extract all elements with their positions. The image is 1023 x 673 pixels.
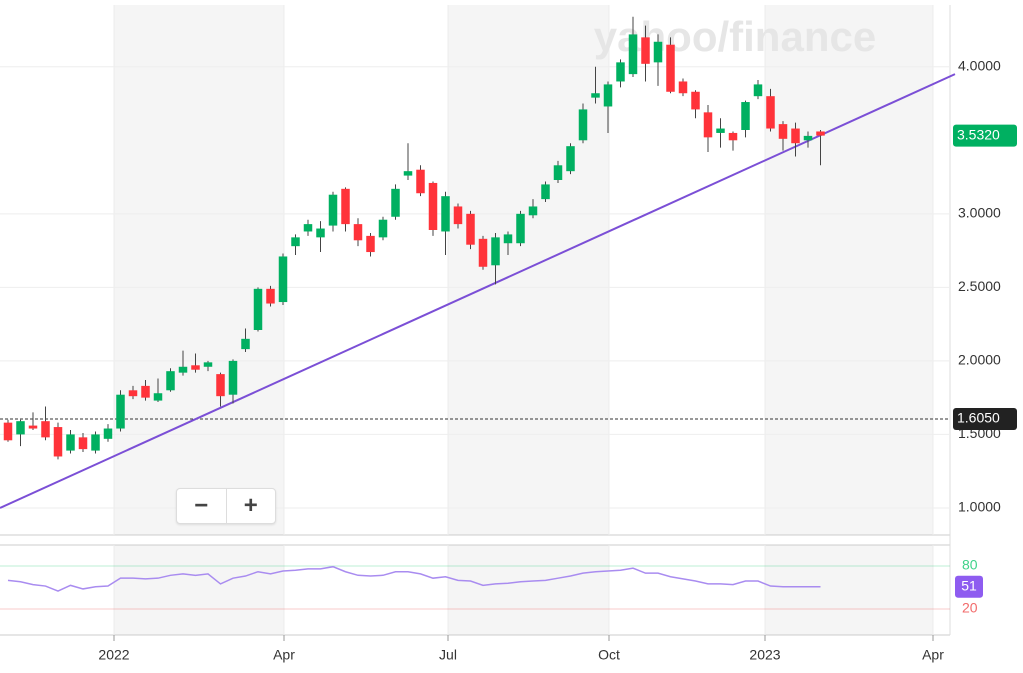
candle-body (78, 437, 88, 450)
candle-body (416, 169, 425, 194)
candle-body (141, 385, 150, 398)
candle-body (328, 194, 338, 226)
rsi-tick-label: 20 (962, 600, 978, 616)
zoom-in-button[interactable]: + (225, 489, 276, 523)
candle-body (178, 366, 188, 373)
candle-body (453, 206, 463, 225)
candle-body (528, 206, 538, 216)
candle-body (653, 41, 663, 63)
candle-body (728, 132, 738, 141)
y-tick-label: 2.0000 (958, 352, 1001, 368)
watermark: yahoo/finance (594, 13, 876, 60)
candle-body (241, 338, 250, 350)
candle-body (41, 421, 50, 438)
candle-body (553, 165, 563, 180)
candle-body (403, 171, 413, 176)
candle-body (3, 422, 13, 441)
candle-body (478, 238, 488, 267)
rsi-line (7, 565, 821, 592)
candle-body (316, 228, 325, 238)
candle-body (203, 362, 213, 367)
candle-body (803, 135, 813, 141)
zoom-controls: − + (176, 488, 276, 524)
y-tick-label: 3.0000 (958, 205, 1001, 221)
background (0, 5, 951, 636)
candle-body (691, 91, 700, 110)
y-tick-label: 1.0000 (958, 499, 1001, 515)
candle-body (28, 425, 38, 429)
reference-price-badge (953, 407, 1017, 430)
candle-body (816, 131, 825, 136)
candle-body (628, 34, 638, 75)
candle-body (678, 81, 688, 94)
candle-body (253, 288, 263, 330)
candle-body (103, 428, 113, 439)
candle-body (591, 93, 600, 98)
candle-body (341, 188, 350, 225)
candle-body (491, 237, 500, 266)
candle-body (216, 374, 225, 397)
current-price-badge (953, 124, 1017, 147)
reference-price-label: 1.6050 (957, 410, 1000, 426)
candle-body (616, 62, 625, 82)
y-tick-label: 4.0000 (958, 57, 1001, 73)
candle-body (791, 128, 800, 144)
candle-body (391, 188, 400, 217)
x-tick-label: Oct (598, 647, 620, 663)
x-tick-label: 2023 (749, 647, 780, 663)
candle-body (753, 84, 763, 97)
candle-body (266, 288, 275, 304)
candle-body (128, 390, 138, 397)
candle-body (153, 393, 163, 401)
candle-body (666, 44, 675, 92)
period-band (448, 5, 609, 535)
x-tick-label: Apr (922, 647, 944, 663)
period-band (114, 545, 284, 635)
candle-body (53, 427, 63, 457)
candle-body (303, 224, 313, 232)
y-tick-label: 2.5000 (958, 278, 1001, 294)
x-tick-label: Jul (439, 647, 457, 663)
rsi-value-label: 51 (961, 577, 977, 593)
x-tick-label: 2022 (98, 647, 129, 663)
candle-body (378, 219, 388, 238)
period-band (765, 545, 933, 635)
candle-body (766, 96, 775, 129)
candle-body (466, 213, 475, 245)
x-tick-label: Apr (273, 647, 295, 663)
candle-body (516, 213, 525, 244)
candle-body (353, 224, 363, 241)
candle-body (228, 360, 238, 395)
period-band (114, 5, 284, 535)
candle-body (503, 234, 513, 244)
candle-body (541, 184, 550, 200)
candle-body (578, 109, 588, 141)
candle-body (428, 182, 438, 230)
candle-body (366, 235, 375, 253)
candle-body (16, 421, 25, 435)
period-band (448, 545, 609, 635)
rsi-badge (955, 575, 983, 598)
candle-body (66, 434, 75, 451)
period-band (765, 5, 933, 535)
candle-body (778, 124, 788, 139)
candle-body (641, 37, 650, 64)
current-price-label: 3.5320 (957, 126, 1000, 142)
candle-body (291, 237, 300, 247)
zoom-out-button[interactable]: − (194, 492, 209, 519)
candle-body (566, 146, 575, 172)
candle-body (116, 394, 125, 429)
candle-body (703, 112, 713, 138)
candle-body (741, 102, 750, 130)
candle-body (278, 256, 288, 303)
candle-body (441, 196, 450, 232)
candle-body (603, 84, 613, 107)
candle-body (191, 365, 200, 370)
candle-body (716, 128, 725, 133)
candle-body (166, 371, 175, 391)
rsi-tick-label: 80 (962, 557, 978, 573)
candle-body (91, 434, 100, 451)
